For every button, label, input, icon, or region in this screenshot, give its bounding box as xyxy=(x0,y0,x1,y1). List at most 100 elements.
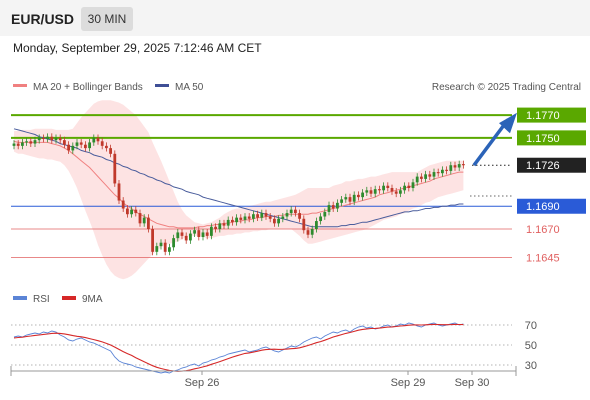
rsi-tick-label: 70 xyxy=(525,320,537,332)
candle-body xyxy=(96,137,100,142)
candle-body xyxy=(361,192,364,198)
rsi-legend-swatch xyxy=(13,296,27,300)
candle-body xyxy=(327,205,331,212)
level-label-box xyxy=(517,157,586,173)
candle-body xyxy=(285,213,289,217)
candle-body xyxy=(159,242,163,247)
candle-body xyxy=(441,169,444,174)
candle-body xyxy=(302,218,306,231)
candle-body xyxy=(58,137,62,141)
candle-body xyxy=(264,213,268,217)
rsi-ma-line xyxy=(13,323,464,372)
level-label: 1.1750 xyxy=(526,133,560,145)
candle-body xyxy=(201,232,205,238)
candle-body xyxy=(88,142,91,149)
candle-body xyxy=(336,202,339,209)
time-axis-label: Sep 29 xyxy=(391,377,426,389)
candle-body xyxy=(117,183,121,201)
candle-body xyxy=(399,190,402,194)
candle-body xyxy=(214,226,217,230)
candle-body xyxy=(277,218,280,224)
candle-body xyxy=(121,200,125,209)
candle-body xyxy=(273,218,276,224)
rsi-legend-label: RSI xyxy=(33,294,50,305)
bollinger-band-area xyxy=(14,100,464,280)
candle-body xyxy=(260,213,264,218)
ma9-legend-label: 9MA xyxy=(82,294,103,305)
candle-body xyxy=(155,246,159,252)
candle-body xyxy=(16,143,20,146)
rsi-panel: 30 50 70 xyxy=(11,320,537,374)
level-label: 1.1645 xyxy=(526,253,560,265)
candle-body xyxy=(226,219,230,226)
level-label: 1.1770 xyxy=(526,110,560,122)
level-label: 1.1726 xyxy=(526,160,560,172)
candle-body xyxy=(46,136,49,140)
candle-body xyxy=(205,232,209,236)
candle-body xyxy=(252,214,255,219)
candle-body xyxy=(231,219,234,223)
time-axis-label: Sep 30 xyxy=(455,377,490,389)
candle-body xyxy=(298,213,301,219)
candle-body xyxy=(289,209,293,214)
candle-body xyxy=(306,230,310,235)
candle-body xyxy=(218,223,222,230)
candle-body xyxy=(457,164,461,168)
candle-body xyxy=(100,141,104,146)
candle-body xyxy=(323,211,327,217)
candle-body xyxy=(247,216,251,219)
timeframe-button[interactable]: 30 MIN xyxy=(81,7,133,31)
candle-body xyxy=(63,140,66,145)
level-label: 1.1690 xyxy=(526,201,560,213)
candle-body xyxy=(184,235,188,241)
candle-body xyxy=(105,145,108,149)
rsi-line xyxy=(13,322,464,374)
candle-body xyxy=(50,136,54,141)
ma9-legend-swatch xyxy=(62,296,76,300)
candle-body xyxy=(382,185,385,191)
candle-body xyxy=(21,142,24,146)
candle-body xyxy=(79,142,83,145)
ma20-line xyxy=(13,140,464,229)
rsi-tick-label: 30 xyxy=(525,360,537,372)
level-label: 1.1670 xyxy=(526,224,560,236)
ma50-legend-swatch xyxy=(155,84,169,87)
copyright-label: Research © 2025 Trading Central xyxy=(432,82,581,93)
candle-body xyxy=(432,172,436,177)
candle-body xyxy=(29,141,33,144)
candle-body xyxy=(378,189,381,191)
candle-body xyxy=(436,172,440,174)
candle-body xyxy=(315,221,318,230)
candle-body xyxy=(25,141,28,143)
forecast-arrow-shaft xyxy=(472,118,510,167)
candle-body xyxy=(428,174,432,177)
candle-body xyxy=(197,230,201,238)
candle-body xyxy=(138,213,142,224)
level-label-box xyxy=(517,198,586,214)
candle-body xyxy=(268,216,272,219)
candle-body xyxy=(193,230,196,234)
candle-body xyxy=(142,217,146,224)
ma20-legend-swatch xyxy=(13,84,27,87)
candle-body xyxy=(411,182,415,189)
candle-body xyxy=(344,197,348,200)
ma20-legend-label: MA 20 + Bollinger Bands xyxy=(33,82,143,93)
candle-body xyxy=(453,165,457,168)
candle-body xyxy=(12,143,16,146)
ma50-line xyxy=(13,128,464,228)
candle-body xyxy=(243,216,247,220)
ma50-legend-label: MA 50 xyxy=(175,82,204,93)
time-axis: Sep 26 Sep 29 Sep 30 xyxy=(10,366,517,389)
candle-body xyxy=(319,216,322,222)
candle-body xyxy=(54,137,58,141)
forecast-arrow-head xyxy=(499,112,517,134)
candle-body xyxy=(189,233,192,241)
candle-body xyxy=(130,209,133,215)
candle-body xyxy=(357,194,360,198)
candle-body xyxy=(294,209,297,214)
candle-body xyxy=(37,137,41,141)
candle-body xyxy=(75,142,79,146)
candle-body xyxy=(352,194,356,202)
